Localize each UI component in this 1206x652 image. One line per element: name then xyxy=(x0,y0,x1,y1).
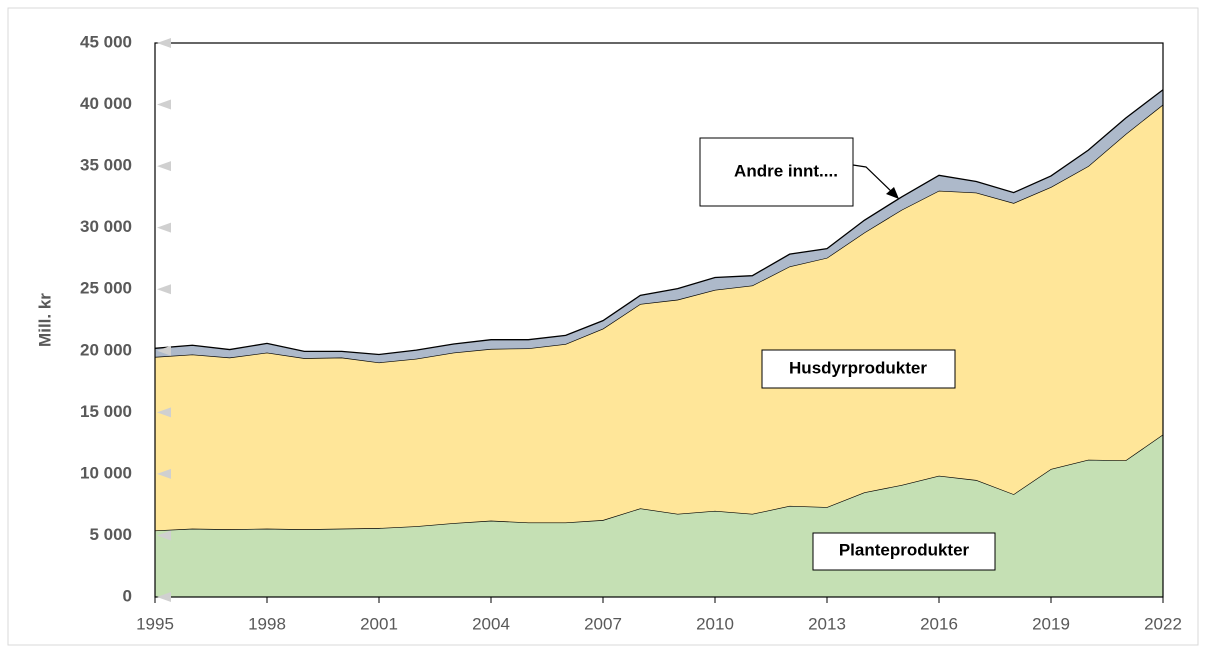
y-tick-mark xyxy=(157,530,171,541)
y-tick-mark xyxy=(157,222,171,233)
y-tick-mark xyxy=(157,99,171,110)
x-tick-label: 2004 xyxy=(472,614,510,633)
area-edge xyxy=(154,89,1164,356)
x-tick-label: 2010 xyxy=(696,614,734,633)
x-tick-label: 2001 xyxy=(360,614,398,633)
y-axis-label: Mill. kr xyxy=(35,293,54,347)
label-text: Husdyrprodukter xyxy=(789,358,927,377)
x-tick-label: 2019 xyxy=(1032,614,1070,633)
x-tick-label: 2016 xyxy=(920,614,958,633)
label-box xyxy=(761,349,956,389)
y-tick-label: 15 000 xyxy=(80,402,132,421)
label-box xyxy=(812,532,996,571)
y-tick-label: 30 000 xyxy=(80,217,132,236)
x-tick-label: 2007 xyxy=(584,614,622,633)
y-tick-mark xyxy=(157,592,171,602)
y-tick-mark xyxy=(157,468,171,479)
y-tick-label: 10 000 xyxy=(80,463,132,482)
chart-border xyxy=(7,7,1199,646)
y-tick-label: 35 000 xyxy=(80,156,132,175)
x-tick-label: 1998 xyxy=(248,614,286,633)
callout-line xyxy=(852,164,894,194)
y-tick-label: 25 000 xyxy=(80,279,132,298)
x-tick-label: 2013 xyxy=(808,614,846,633)
y-tick-mark xyxy=(157,161,171,172)
y-tick-mark xyxy=(157,284,171,295)
y-tick-label: 45 000 xyxy=(80,32,132,51)
label-text: Planteprodukter xyxy=(839,540,970,559)
plot-frame xyxy=(154,42,1164,598)
y-tick-mark xyxy=(157,345,171,356)
callout-arrow xyxy=(886,187,899,199)
y-tick-label: 0 xyxy=(123,586,132,605)
series-label: Planteprodukter xyxy=(812,532,996,571)
y-tick-label: 5 000 xyxy=(89,525,132,544)
y-tick-label: 40 000 xyxy=(80,94,132,113)
series-label: Andre innt.... xyxy=(699,137,899,207)
x-tick-label: 1995 xyxy=(136,614,174,633)
label-text: Andre innt.... xyxy=(734,161,838,180)
areas xyxy=(154,89,1164,597)
y-tick-label: 20 000 xyxy=(80,340,132,359)
area xyxy=(155,104,1163,531)
label-box xyxy=(699,137,854,207)
y-tick-mark xyxy=(157,407,171,418)
x-tick-label: 2022 xyxy=(1144,614,1182,633)
y-tick-mark xyxy=(157,38,171,48)
series-label: Husdyrprodukter xyxy=(761,349,956,389)
